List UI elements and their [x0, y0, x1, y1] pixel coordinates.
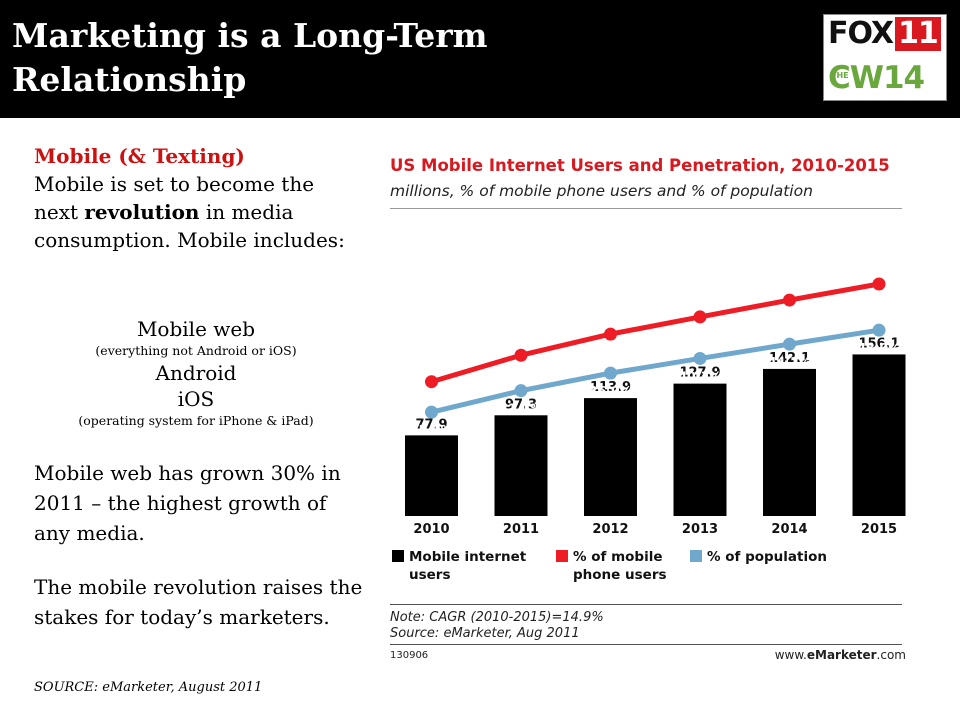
legend-swatch-mobile-users — [556, 550, 568, 562]
bar-value-label-2011: 97.3 — [505, 397, 537, 412]
data-label-mobile-users-2010: 33.6% — [410, 360, 454, 375]
point-mobile-users-2013 — [693, 310, 707, 324]
mobile-type-android: Android — [155, 361, 237, 385]
mobile-type-mobile-web-note: (everything not Android or iOS) — [95, 343, 297, 358]
legend-label-users: Mobile internet — [409, 549, 527, 565]
bar-2015 — [852, 354, 906, 516]
mobile-type-mobile-web: Mobile web — [136, 317, 256, 341]
header-bar: Marketing is a Long-Term Relationship FO… — [0, 0, 960, 118]
bar-value-label-2015: 156.1 — [858, 336, 899, 351]
point-population-2013 — [693, 351, 707, 365]
mobile-types-list: Mobile web (everything not Android or iO… — [34, 316, 358, 430]
brand-name: eMarketer — [806, 648, 877, 662]
series-line-population — [430, 327, 880, 415]
growth-paragraph: Mobile web has grown 30% in 2011 – the h… — [34, 461, 341, 545]
chart-panel: US Mobile Internet Users and Penetration… — [384, 152, 920, 668]
cw14-logo: THE CW14 — [828, 60, 925, 96]
page-title-line2: Relationship — [12, 60, 247, 99]
cw-logo-the: THE — [831, 71, 849, 80]
body-text: Mobile (& Texting) Mobile is set to beco… — [34, 142, 364, 254]
chart-note: Note: CAGR (2010-2015)=14.9% — [390, 610, 604, 625]
x-tick-label-2011: 2011 — [503, 522, 539, 537]
intro-text-a: Mobile is set to become the next — [34, 172, 315, 224]
point-population-2014 — [783, 337, 796, 351]
x-tick-label-2013: 2013 — [682, 522, 718, 537]
intro-text-b: in media consumption. Mobile includes: — [34, 200, 345, 252]
data-label-mobile-users-2011: 41.0% — [499, 333, 543, 348]
point-population-2010 — [425, 405, 438, 419]
cw-logo-number: 14 — [882, 60, 925, 96]
page-title-line1: Marketing is a Long-Term — [12, 16, 488, 55]
fox11-logo: FOX 11 — [828, 17, 941, 51]
bar-2011 — [494, 415, 548, 516]
fox-logo-text: FOX — [828, 16, 894, 51]
data-label-population-2013: 40.1% — [678, 368, 722, 383]
station-logo: FOX 11 THE CW14 — [823, 14, 947, 101]
data-label-population-2010: 25.1% — [410, 422, 454, 437]
bar-value-label-2014: 142.1 — [769, 351, 810, 366]
point-mobile-users-2011 — [514, 348, 528, 362]
legend-label2-users: users — [409, 567, 451, 583]
data-label-mobile-users-2014: 56.4% — [768, 278, 812, 293]
legend-label2-mobile-users: phone users — [573, 567, 667, 583]
point-population-2011 — [514, 384, 528, 398]
brand-prefix: www. — [774, 648, 807, 662]
point-mobile-users-2010 — [425, 375, 438, 389]
stakes-paragraph: The mobile revolution raises the stakes … — [34, 575, 363, 629]
mobile-type-ios: iOS — [177, 387, 215, 411]
mobile-type-ios-note: (operating system for iPhone & iPad) — [78, 413, 314, 428]
point-population-2015 — [872, 323, 886, 337]
bar-value-label-2012: 113.9 — [590, 380, 631, 395]
data-label-population-2011: 31.1% — [499, 401, 543, 416]
intro-text-bold: revolution — [84, 200, 200, 224]
data-label-population-2012: 36.0% — [589, 383, 633, 398]
x-tick-label-2015: 2015 — [861, 522, 897, 537]
data-label-population-2014: 44.1% — [768, 354, 812, 369]
chart-title: US Mobile Internet Users and Penetration… — [390, 156, 890, 175]
fox-logo-number: 11 — [895, 17, 941, 51]
note-divider — [390, 604, 902, 605]
chart-source: Source: eMarketer, Aug 2011 — [390, 626, 580, 641]
x-tick-label-2014: 2014 — [771, 522, 807, 537]
series-line-mobile-users — [430, 281, 880, 385]
legend-swatch-population — [690, 550, 702, 562]
intro-paragraph: Mobile is set to become the next revolut… — [34, 170, 364, 254]
chart-subtitle: millions, % of mobile phone users and % … — [390, 182, 813, 200]
data-label-population-2015: 48.0% — [857, 340, 901, 355]
bar-value-label-2013: 127.9 — [679, 366, 720, 381]
legend-label-mobile-users: % of mobile — [573, 549, 663, 565]
chart-code: 130906 — [390, 650, 429, 661]
legend-label-population: % of population — [707, 549, 827, 565]
chart-plot: 77.9 2010 97.3 2011 113.9 2012 127.9 2013 142.1 2… — [392, 262, 906, 583]
legend-swatch-users — [392, 550, 404, 562]
chart-title-divider — [390, 208, 902, 209]
bar-2010 — [405, 435, 458, 516]
x-tick-label-2010: 2010 — [413, 522, 449, 537]
point-mobile-users-2012 — [604, 327, 617, 341]
page-title: Marketing is a Long-Term Relationship — [12, 14, 632, 102]
data-label-mobile-users-2015: 60.9% — [857, 262, 901, 277]
bar-2013 — [673, 383, 727, 516]
x-tick-label-2012: 2012 — [592, 522, 628, 537]
brand-suffix: .com — [876, 648, 906, 662]
bar-value-label-2010: 77.9 — [415, 417, 447, 432]
cw-logo-text: CW — [828, 60, 884, 96]
data-label-mobile-users-2013: 51.7% — [678, 295, 722, 310]
chart-brand: www.eMarketer.com — [775, 648, 906, 662]
bar-2014 — [763, 368, 816, 516]
point-mobile-users-2015 — [872, 277, 886, 291]
point-population-2012 — [604, 366, 617, 380]
bar-2012 — [584, 398, 637, 516]
data-label-mobile-users-2012: 46.9% — [589, 312, 633, 327]
footer-divider — [390, 644, 902, 645]
source-note: SOURCE: eMarketer, August 2011 — [34, 680, 263, 695]
section-subhead: Mobile (& Texting) — [34, 144, 245, 168]
point-mobile-users-2014 — [783, 293, 796, 307]
